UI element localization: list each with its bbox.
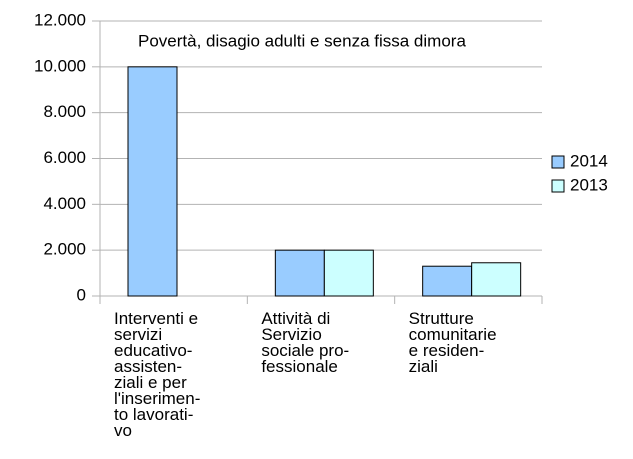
- y-tick-label: 12.000: [34, 10, 86, 29]
- x-tick-label: Strutture comunitarie e residen-ziali: [409, 309, 497, 376]
- legend-swatch: [551, 179, 565, 193]
- y-tick-label: 0: [77, 285, 86, 304]
- x-tick-label: Attività di Servizio sociale pro-fessional…: [261, 309, 349, 376]
- y-tick-label: 6.000: [43, 148, 86, 167]
- y-tick-label: 2.000: [43, 240, 86, 259]
- chart-title: Povertà, disagio adulti e senza fissa di…: [138, 31, 466, 50]
- bar: [323, 249, 374, 297]
- bar: [274, 249, 325, 297]
- bar: [127, 66, 178, 297]
- y-tick-label: 8.000: [43, 102, 86, 121]
- bar: [422, 265, 473, 297]
- x-tick-label: Interventi e servizi educativo-assisten-zi…: [114, 309, 200, 440]
- legend-swatch: [551, 155, 565, 169]
- y-tick-label: 4.000: [43, 194, 86, 213]
- legend-label: 2013: [570, 175, 608, 194]
- y-tick-label: 10.000: [34, 56, 86, 75]
- bar: [471, 262, 522, 297]
- legend-label: 2014: [570, 151, 608, 170]
